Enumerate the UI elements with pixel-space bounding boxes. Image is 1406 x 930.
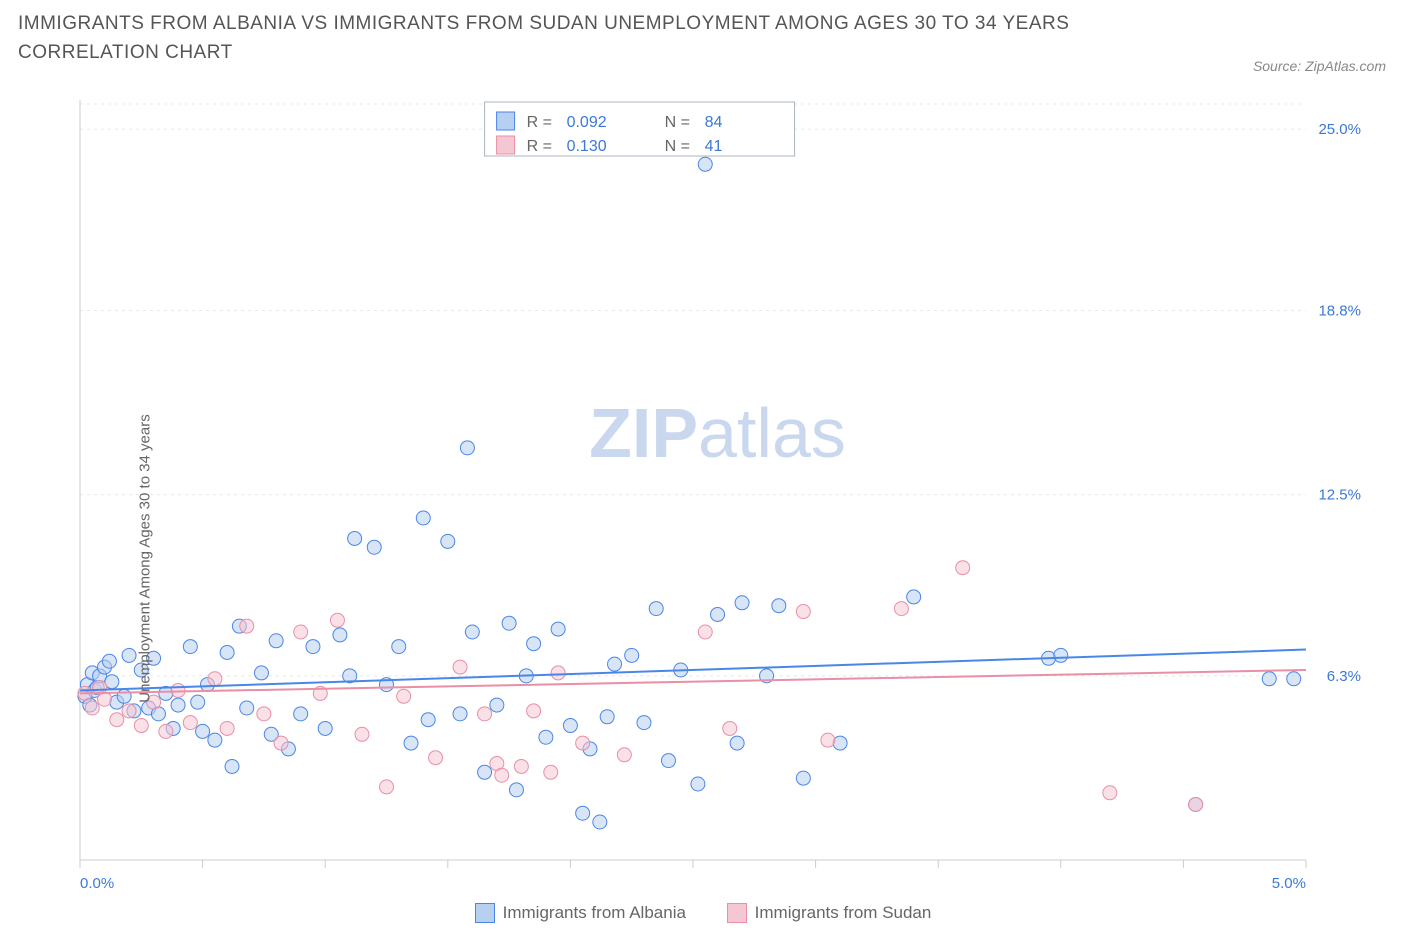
svg-text:0.130: 0.130 (567, 138, 607, 155)
correlation-scatter-chart: 6.3% 12.5% 18.8% 25.0% 0.0% 5.0% ZIPatlas R = 0.… (60, 90, 1386, 900)
svg-text:41: 41 (705, 138, 723, 155)
svg-text:0.0%: 0.0% (80, 875, 114, 892)
svg-text:N =: N = (665, 138, 690, 155)
svg-text:84: 84 (705, 114, 723, 131)
bottom-legend: Immigrants from Albania Immigrants from … (0, 903, 1406, 928)
legend-item-albania: Immigrants from Albania (475, 903, 686, 923)
svg-text:N =: N = (665, 114, 690, 131)
svg-text:12.5%: 12.5% (1318, 487, 1361, 504)
svg-text:0.092: 0.092 (567, 114, 607, 131)
svg-text:R =: R = (527, 138, 552, 155)
y-axis-label: Unemployment Among Ages 30 to 34 years (137, 359, 154, 759)
legend-swatch-sudan (727, 903, 747, 923)
svg-text:18.8%: 18.8% (1318, 302, 1361, 319)
legend-label-albania: Immigrants from Albania (503, 903, 686, 923)
chart-title: IMMIGRANTS FROM ALBANIA VS IMMIGRANTS FR… (18, 10, 1118, 67)
legend-label-sudan: Immigrants from Sudan (755, 903, 932, 923)
svg-text:R =: R = (527, 114, 552, 131)
source-label: Source: ZipAtlas.com (1253, 58, 1386, 74)
legend-item-sudan: Immigrants from Sudan (727, 903, 932, 923)
svg-text:25.0%: 25.0% (1318, 121, 1361, 138)
svg-text:ZIPatlas: ZIPatlas (589, 394, 846, 472)
svg-text:6.3%: 6.3% (1327, 668, 1361, 685)
svg-text:5.0%: 5.0% (1272, 875, 1306, 892)
legend-swatch-albania (475, 903, 495, 923)
